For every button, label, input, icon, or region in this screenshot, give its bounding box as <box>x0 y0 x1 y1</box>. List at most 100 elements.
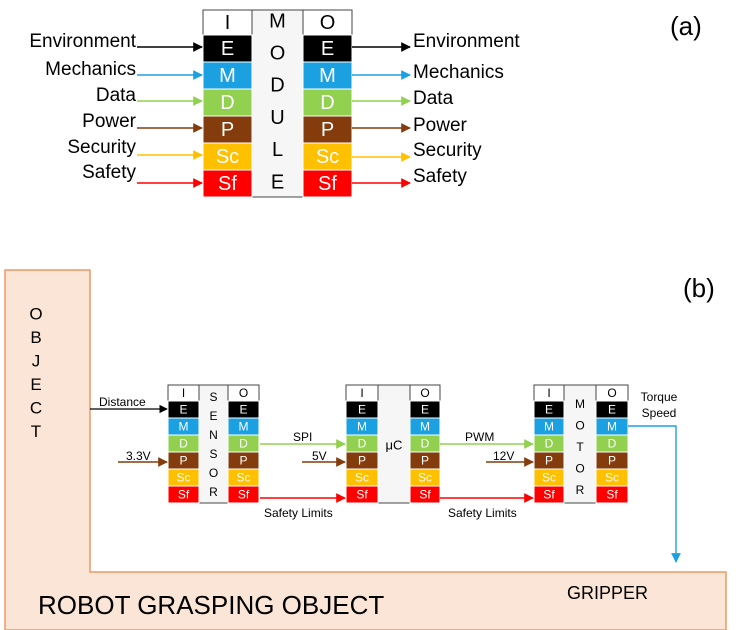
row-text: Sc <box>418 471 432 485</box>
signal-label: Safety Limits <box>264 506 333 520</box>
name-letter: U <box>270 107 284 129</box>
module-body <box>377 384 411 504</box>
row-cell <box>202 61 253 90</box>
row-text: M <box>239 420 249 434</box>
header-text: I <box>182 386 185 400</box>
panel-label: (b) <box>683 273 715 303</box>
module-body <box>198 384 229 504</box>
header-cell <box>302 9 353 36</box>
row-text: M <box>319 65 336 87</box>
row-text: P <box>239 454 247 468</box>
output-label: Data <box>413 88 454 109</box>
name-letter: O <box>29 304 42 323</box>
row-cell <box>302 88 353 117</box>
row-text: E <box>179 403 187 417</box>
row-text: D <box>421 437 430 451</box>
row-text: Sc <box>176 471 190 485</box>
row-text: E <box>421 403 429 417</box>
name-letter: T <box>576 440 584 454</box>
row-text: D <box>358 437 367 451</box>
row-cell <box>409 485 441 504</box>
row-text: Sc <box>542 471 556 485</box>
signal-label: 5V <box>312 449 327 463</box>
name-letter: μC <box>386 437 403 452</box>
row-text: Sf <box>419 488 431 502</box>
gripper-label: GRIPPER <box>567 583 648 603</box>
output-label: Security <box>413 140 482 161</box>
row-text: Sf <box>318 173 337 195</box>
input-label: Data <box>96 85 137 106</box>
name-letter: E <box>271 171 284 193</box>
name-letter: O <box>270 42 286 64</box>
input-label: Mechanics <box>45 59 136 80</box>
scene-label: ROBOT GRASPING OBJECT <box>38 590 384 620</box>
name-letter: O <box>209 466 218 480</box>
row-text: Sc <box>355 471 369 485</box>
row-cell <box>302 142 353 171</box>
row-text: P <box>608 454 616 468</box>
name-letter: C <box>30 398 42 417</box>
row-text: M <box>357 420 367 434</box>
row-text: D <box>320 92 334 114</box>
row-cell <box>302 169 353 198</box>
header-text: I <box>547 386 550 400</box>
scene-background <box>4 269 727 630</box>
name-letter: R <box>209 485 218 499</box>
row-text: P <box>179 454 187 468</box>
name-letter: S <box>209 447 217 461</box>
name-letter: L <box>272 139 283 161</box>
row-cell <box>533 485 565 504</box>
header-text: O <box>239 386 248 400</box>
row-text: Sf <box>238 488 250 502</box>
row-text: Sf <box>178 488 190 502</box>
row-text: M <box>420 420 430 434</box>
row-text: D <box>608 437 617 451</box>
row-text: E <box>545 403 553 417</box>
arrow <box>628 425 681 563</box>
output-signal-label: Speed <box>642 406 677 420</box>
header-cell <box>202 9 253 36</box>
row-text: D <box>545 437 554 451</box>
name-letter: E <box>30 375 41 394</box>
row-text: M <box>544 420 554 434</box>
row-cell <box>302 34 353 63</box>
output-signal-label: Torque <box>641 390 678 404</box>
name-letter: D <box>270 75 284 97</box>
name-letter: B <box>30 328 41 347</box>
row-text: E <box>321 38 334 60</box>
row-cell <box>167 485 200 504</box>
row-text: D <box>220 92 234 114</box>
row-text: P <box>321 119 334 141</box>
row-text: E <box>239 403 247 417</box>
output-label: Power <box>413 115 468 136</box>
row-cell <box>227 485 260 504</box>
row-text: Sc <box>216 146 239 168</box>
row-text: E <box>608 403 616 417</box>
output-label: Environment <box>413 31 520 52</box>
row-cell <box>202 88 253 117</box>
row-text: Sf <box>356 488 368 502</box>
output-label: Safety <box>413 166 467 187</box>
row-text: P <box>545 454 553 468</box>
row-text: Sf <box>543 488 555 502</box>
name-letter: R <box>576 483 585 497</box>
row-text: D <box>179 437 188 451</box>
row-text: P <box>421 454 429 468</box>
name-letter: S <box>209 390 217 404</box>
signal-label: SPI <box>293 430 312 444</box>
row-text: Sc <box>316 146 339 168</box>
name-letter: M <box>575 397 585 411</box>
row-text: D <box>239 437 248 451</box>
header-text: I <box>360 386 363 400</box>
row-text: E <box>221 38 234 60</box>
row-text: Sc <box>236 471 250 485</box>
signal-label: Distance <box>99 395 146 409</box>
row-text: Sf <box>218 173 237 195</box>
module-body <box>251 9 304 198</box>
row-cell <box>595 485 629 504</box>
signal-label: 3.3V <box>126 449 151 463</box>
header-text: O <box>607 386 616 400</box>
header-text: O <box>420 386 429 400</box>
name-letter: T <box>31 422 41 441</box>
